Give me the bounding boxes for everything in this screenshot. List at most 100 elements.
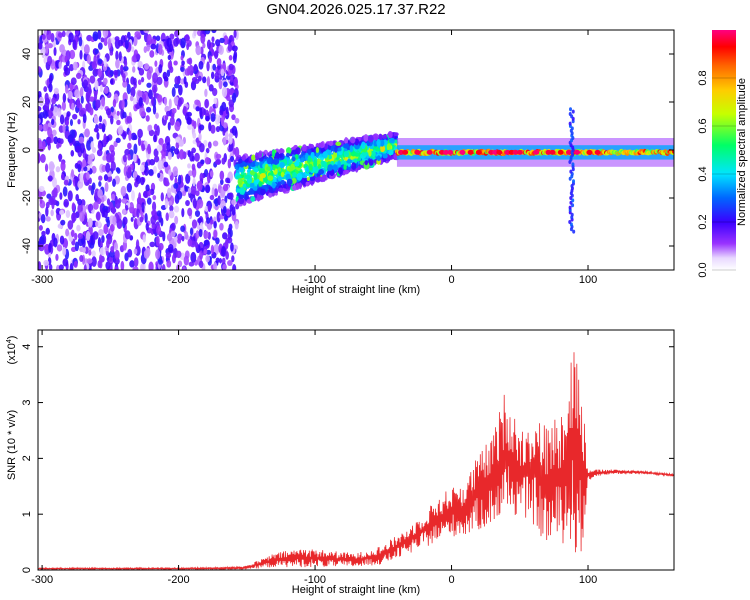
heatmap-cell [197,198,204,209]
heatmap-cell [53,87,59,95]
heatmap-cell [132,77,137,86]
colorbar: 0.0 0.2 0.4 0.6 0.8 Normalized spectral ampl… [697,30,748,278]
heatmap-cell [148,89,153,100]
heatmap-cell [160,192,164,202]
heatmap-cell [180,225,186,232]
heatmap-cell [215,153,222,160]
heatmap-cell [152,72,158,84]
heatmap-cell [294,160,300,167]
heatmap-cell [47,127,53,137]
heatmap-cell [114,266,119,270]
heatmap-cell [204,205,209,212]
heatmap-cell [97,68,102,78]
heatmap-cell [361,141,366,150]
heatmap-cell [188,261,195,267]
heatmap-cell [142,93,147,103]
heatmap-cell [67,134,74,144]
heatmap-cell [195,230,200,239]
heatmap-y-tick-label: -40 [21,238,33,254]
heatmap-cell [79,86,84,98]
heatmap-cell [174,82,180,89]
colorbar-gradient [712,30,736,270]
heatmap-cell [181,60,185,66]
heatmap-cell [296,173,303,181]
heatmap-cell [80,95,84,104]
heatmap-cell [189,227,194,236]
heatmap-cell [287,181,292,187]
heatmap-cell [291,177,297,184]
heatmap-cell [568,112,572,116]
heatmap-cell [232,92,237,103]
heatmap-cell [215,39,221,47]
heatmap-cell [88,83,92,93]
heatmap-cell [174,120,181,132]
heatmap-cell [41,230,46,237]
heatmap-cell [96,197,102,205]
heatmap-cell [205,115,210,122]
heatmap-cell [112,215,117,226]
heatmap-cell [216,58,222,66]
heatmap-cell [226,95,231,102]
heatmap-cell [179,149,185,160]
heatmap-cell [100,37,105,43]
heatmap-cell [128,130,132,141]
heatmap-cell [129,260,135,268]
heatmap-cell [205,184,211,194]
heatmap-cell [65,210,71,218]
heatmap-cell [59,235,65,245]
heatmap-cell [132,266,139,270]
heatmap-cell [96,132,100,140]
heatmap-cell [79,49,83,60]
heatmap-cell [53,136,59,145]
heatmap-cell [114,36,120,42]
heatmap-cell [228,136,233,145]
heatmap-cell [52,187,58,198]
heatmap-cell [203,108,207,116]
heatmap-cell [97,58,103,65]
heatmap-cell [231,114,236,121]
heatmap-cell [47,175,53,182]
heatmap-cell [227,158,232,169]
heatmap-cell [163,181,170,187]
heatmap-cell [221,101,227,112]
heatmap-cell [292,172,298,179]
heatmap-cell [148,124,153,131]
heatmap-cell [188,170,193,177]
heatmap-cell [273,158,280,165]
heatmap-cell [222,263,227,270]
heatmap-cell [142,234,147,243]
heatmap-cell [353,158,358,163]
heatmap-cell [38,66,42,73]
heatmap-cell [104,181,109,193]
heatmap-cell [228,88,235,96]
heatmap-cell [62,124,66,134]
heatmap-cell [219,222,224,231]
heatmap-cell [75,145,81,153]
heatmap-cell [96,149,103,157]
heatmap-cell [59,192,63,200]
heatmap-cell [319,141,324,149]
heatmap-cell [38,124,43,131]
heatmap-cell [225,251,229,260]
heatmap-cell [145,115,150,122]
heatmap-cell [238,194,245,199]
heatmap-cell [84,128,90,138]
heatmap-cell [101,235,105,244]
heatmap-cell [250,161,256,167]
heatmap-cell [49,195,56,205]
heatmap-cell [294,153,299,160]
heatmap-cell [198,60,204,70]
heatmap-cell [295,183,300,190]
snr-series-line [38,352,674,570]
heatmap-cell [131,190,135,202]
heatmap-cell [135,239,140,251]
heatmap-cell [202,42,206,49]
heatmap-cell [278,148,285,154]
snr-frame [37,329,675,571]
heatmap-cell [361,150,368,157]
heatmap-x-tick-label: -200 [168,274,190,286]
heatmap-cell [213,220,217,229]
heatmap-cell [38,96,45,107]
heatmap-cell [110,150,116,158]
heatmap-cell [346,159,353,164]
